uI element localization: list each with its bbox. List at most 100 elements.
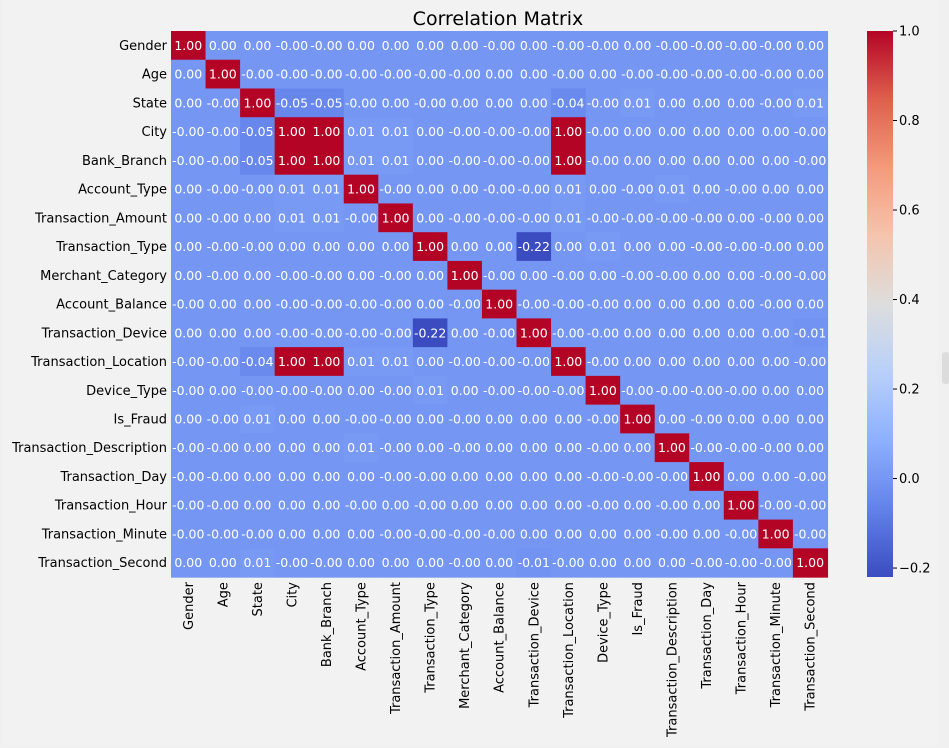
heatmap-cell-label: -0.00 [483, 383, 515, 398]
heatmap-cell-label: -0.00 [725, 440, 757, 455]
heatmap-cell-label: -0.00 [483, 210, 515, 225]
heatmap-cell [689, 404, 725, 434]
scrollbar-handle[interactable] [942, 352, 949, 384]
heatmap-cell-label: 0.00 [589, 268, 617, 283]
heatmap-cell [240, 232, 276, 262]
heatmap-cell [481, 31, 518, 61]
heatmap-cell [240, 548, 276, 578]
heatmap-cell-label: -0.00 [725, 526, 757, 541]
heatmap-cell-label: 0.00 [278, 440, 306, 455]
heatmap-cell [412, 88, 448, 118]
heatmap-cell-label: -0.00 [483, 182, 515, 197]
heatmap-cell [654, 375, 690, 406]
heatmap-cell [516, 31, 552, 61]
heatmap-cell [343, 59, 379, 90]
heatmap-cell [620, 203, 656, 233]
heatmap-cell-label: 0.00 [623, 38, 651, 53]
heatmap-cell-label: -0.05 [241, 153, 273, 168]
heatmap-cell-label: -0.00 [172, 383, 204, 398]
heatmap-cell [654, 117, 690, 147]
heatmap-cell-label: -0.00 [587, 95, 619, 110]
heatmap-cell-label: 0.00 [727, 411, 755, 426]
heatmap-cell [447, 289, 483, 319]
heatmap-cell-label: -0.00 [690, 38, 722, 53]
chart-title: Correlation Matrix [413, 8, 584, 30]
heatmap-cell-label: 0.00 [243, 297, 271, 312]
heatmap-cell [205, 88, 241, 118]
heatmap-cell-label: -0.00 [310, 325, 342, 340]
heatmap-cell [171, 404, 207, 434]
heatmap-cell-label: 0.00 [451, 383, 479, 398]
heatmap-cell-label: -0.00 [483, 354, 515, 369]
heatmap-cell-label: -0.00 [518, 182, 550, 197]
heatmap-cell [205, 404, 241, 434]
heatmap-cell [378, 88, 414, 118]
heatmap-cell [171, 318, 207, 348]
heatmap-cell [758, 289, 794, 319]
heatmap-cell-label: -0.00 [621, 210, 653, 225]
heatmap-cell [447, 260, 483, 291]
colorbar-tick-label: 0.6 [899, 204, 920, 219]
heatmap-cell [620, 462, 656, 492]
heatmap-cell [343, 462, 379, 492]
heatmap-cell [758, 490, 794, 521]
heatmap-cell [171, 519, 207, 549]
heatmap-cell-label: -0.00 [172, 526, 204, 541]
heatmap-cell-label: 0.00 [762, 411, 790, 426]
heatmap-cell-label: 0.00 [313, 440, 341, 455]
heatmap-cell [240, 88, 276, 118]
heatmap-cell-label: 1.00 [416, 239, 444, 254]
heatmap-cell [758, 318, 794, 348]
heatmap-cell-label: -0.00 [656, 498, 688, 513]
heatmap-cell-label: 1.00 [693, 469, 721, 484]
heatmap-cell-label: 0.00 [623, 354, 651, 369]
heatmap-cell [585, 203, 621, 233]
heatmap-cell-label: -0.00 [172, 440, 204, 455]
heatmap-cell-label: 0.00 [762, 153, 790, 168]
heatmap-cell-label: -0.00 [241, 182, 273, 197]
heatmap-cell [274, 203, 310, 233]
heatmap-cell [551, 260, 587, 291]
heatmap-cell [378, 347, 414, 377]
heatmap-cell [309, 289, 345, 319]
heatmap-cell [551, 88, 587, 118]
heatmap-cell-label: 0.00 [174, 268, 202, 283]
heatmap-cell [205, 490, 241, 521]
heatmap-cell [516, 88, 552, 118]
heatmap-cell-label: -0.00 [725, 239, 757, 254]
heatmap-cell [723, 462, 759, 492]
heatmap-cell [240, 490, 276, 521]
heatmap-cell-label: 0.00 [623, 526, 651, 541]
heatmap-cell-label: 1.00 [382, 210, 410, 225]
heatmap-cell [205, 433, 241, 463]
heatmap-cell [551, 375, 587, 406]
heatmap-cell [274, 289, 310, 319]
heatmap-cell-label: 0.00 [416, 210, 444, 225]
heatmap-cell-label: -0.00 [656, 383, 688, 398]
heatmap-cell [689, 174, 725, 205]
heatmap-cell [447, 462, 483, 492]
heatmap-cell-label: 0.00 [520, 67, 548, 82]
heatmap-cell-label: 0.00 [727, 95, 755, 110]
heatmap-cell-label: 0.00 [416, 297, 444, 312]
heatmap-cell [447, 318, 483, 348]
heatmap-cell-label: 0.01 [347, 354, 375, 369]
heatmap-cell [481, 519, 518, 549]
heatmap-cell [274, 232, 310, 262]
heatmap-cell [309, 347, 345, 377]
heatmap-cell-label: 0.00 [623, 498, 651, 513]
heatmap-cell [309, 375, 345, 406]
heatmap-cell [378, 232, 414, 262]
heatmap-cell-label: 0.00 [693, 182, 721, 197]
heatmap-cell [481, 174, 518, 205]
heatmap-cell [723, 375, 759, 406]
heatmap-cell [447, 404, 483, 434]
heatmap-cell-label: 0.00 [693, 268, 721, 283]
heatmap-cell-label: -0.00 [379, 469, 411, 484]
heatmap-cell-label: -0.00 [518, 124, 550, 139]
heatmap-cell-label: 0.00 [693, 526, 721, 541]
heatmap-cell [689, 31, 725, 61]
heatmap-cell-label: -0.00 [172, 297, 204, 312]
heatmap-cell [585, 88, 621, 118]
heatmap-cell [551, 117, 587, 147]
